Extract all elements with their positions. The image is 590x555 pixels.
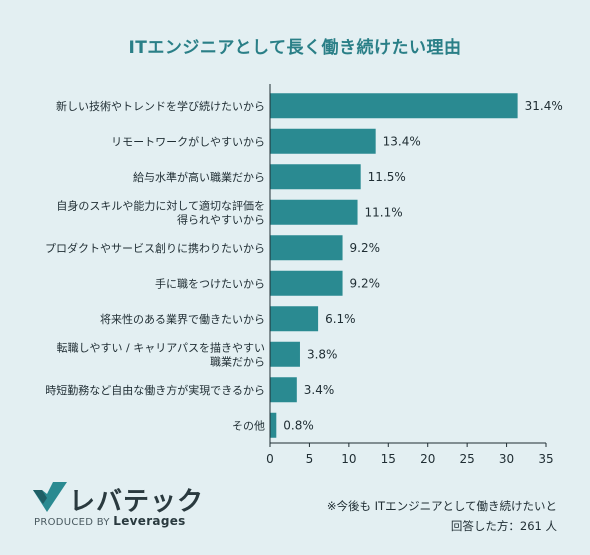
value-label-3: 11.5% xyxy=(368,170,406,184)
category-label-4-line-2: 得られやすいから xyxy=(177,213,265,226)
category-label-8-line-1: 転職しやすい / キャリアパスを描きやすい xyxy=(57,340,265,354)
produced-by-label: PRODUCED BY xyxy=(34,517,110,528)
bar-1 xyxy=(270,93,518,119)
x-tick-label-20: 20 xyxy=(420,452,435,466)
x-tick-label-0: 0 xyxy=(266,452,274,466)
value-label-1: 31.4% xyxy=(525,99,563,113)
brand-chevron-icon xyxy=(33,482,67,512)
bar-10 xyxy=(270,412,277,438)
x-tick-label-5: 5 xyxy=(306,452,314,466)
bar-5 xyxy=(270,235,343,261)
value-label-5: 9.2% xyxy=(350,241,381,255)
value-label-4: 11.1% xyxy=(365,205,403,219)
bar-9 xyxy=(270,377,297,403)
brand-logo: レバテック PRODUCED BY Leverages xyxy=(33,480,233,530)
value-label-7: 6.1% xyxy=(325,312,356,326)
brand-name: レバテック xyxy=(69,487,205,517)
value-label-2: 13.4% xyxy=(383,134,421,148)
brand-produced-by: PRODUCED BY Leverages xyxy=(34,514,186,528)
category-label-8-line-2: 職業だから xyxy=(210,355,265,368)
category-label-9: 時短勤務など自由な働き方が実現できるから xyxy=(45,383,265,397)
footnote-line-2: 回答した方：261 人 xyxy=(450,519,557,533)
category-label-10: その他 xyxy=(232,419,265,432)
footnote-line-1: ※今後も ITエンジニアとして働き続けたいと xyxy=(326,499,557,513)
x-tick-label-10: 10 xyxy=(341,452,356,466)
x-tick-label-30: 30 xyxy=(499,452,514,466)
category-label-6: 手に職をつけたいから xyxy=(155,276,265,290)
bar-chart: 31.4% 新しい技術やトレンドを学び続けたいから 13.4% リモートワークがしやす… xyxy=(45,84,563,466)
category-label-2: リモートワークがしやすいから xyxy=(111,134,265,148)
footnote: ※今後も ITエンジニアとして働き続けたいと 回答した方：261 人 xyxy=(260,496,557,536)
category-label-3: 給与水準が高い職業だから xyxy=(133,170,265,184)
category-label-4-line-1: 自身のスキルや能力に対して適切な評価を xyxy=(56,198,265,212)
bar-3 xyxy=(270,164,361,190)
chart-title: ITエンジニアとして長く働き続けたい理由 xyxy=(128,38,462,58)
bar-4 xyxy=(270,199,358,225)
category-label-1: 新しい技術やトレンドを学び続けたいから xyxy=(56,99,265,113)
value-label-6: 9.2% xyxy=(350,276,381,290)
category-label-5: プロダクトやサービス創りに携わりたいから xyxy=(45,241,265,255)
bar-6 xyxy=(270,270,343,296)
category-label-7: 将来性のある業界で働きたいから xyxy=(100,312,265,326)
bar-7 xyxy=(270,306,319,332)
bar-2 xyxy=(270,128,376,154)
value-label-8: 3.8% xyxy=(307,347,338,361)
bar-8 xyxy=(270,341,300,367)
company-name: Leverages xyxy=(113,514,186,528)
value-label-10: 0.8% xyxy=(283,418,314,432)
x-tick-label-25: 25 xyxy=(460,452,475,466)
x-tick-label-15: 15 xyxy=(381,452,396,466)
value-label-9: 3.4% xyxy=(304,383,335,397)
x-tick-label-35: 35 xyxy=(538,452,553,466)
